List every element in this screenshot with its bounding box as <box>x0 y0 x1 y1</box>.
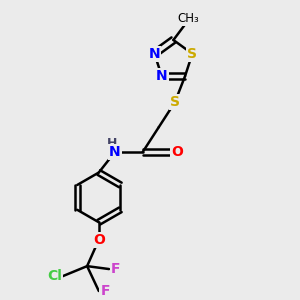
Text: N: N <box>156 69 167 83</box>
Text: F: F <box>100 284 110 298</box>
Text: S: S <box>187 47 197 61</box>
Text: Cl: Cl <box>47 269 62 284</box>
Text: N: N <box>149 47 160 61</box>
Text: S: S <box>170 95 180 109</box>
Text: O: O <box>93 233 105 247</box>
Text: F: F <box>111 262 120 276</box>
Text: N: N <box>109 145 121 159</box>
Text: O: O <box>171 145 183 159</box>
Text: H: H <box>107 137 117 150</box>
Text: CH₃: CH₃ <box>177 12 199 26</box>
